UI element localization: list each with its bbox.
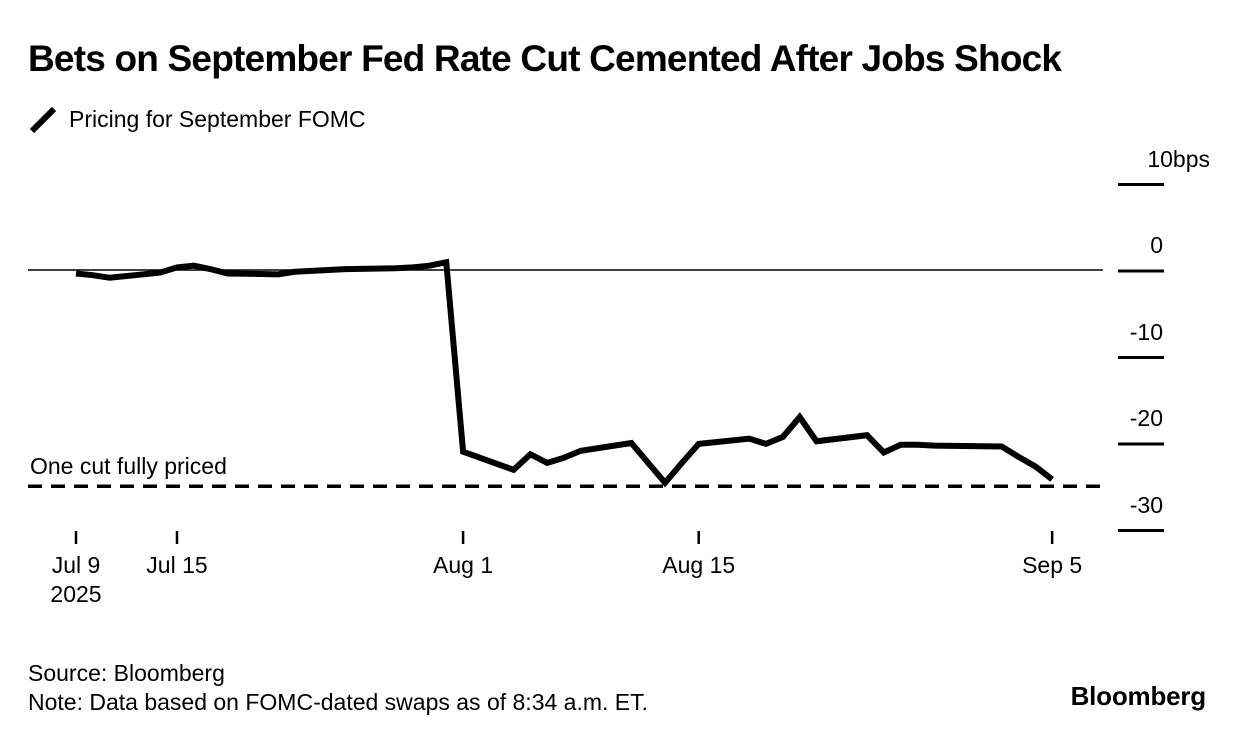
x-axis-label: Sep 5 bbox=[1022, 551, 1082, 580]
note-text: Note: Data based on FOMC-dated swaps as … bbox=[28, 689, 649, 715]
x-axis-label: Aug 15 bbox=[662, 551, 735, 580]
y-axis-label: 10bps bbox=[1147, 145, 1210, 172]
x-axis-label: Aug 1 bbox=[433, 551, 493, 580]
legend-label: Pricing for September FOMC bbox=[69, 105, 366, 132]
x-axis-year-text: 2025 bbox=[50, 581, 102, 607]
source-text: Source: Bloomberg bbox=[28, 660, 225, 686]
annotation-label: One cut fully priced bbox=[30, 453, 227, 480]
y-axis-label: 0 bbox=[1150, 232, 1163, 258]
legend: Pricing for September FOMC bbox=[28, 104, 366, 134]
x-axis-label-text: Jul 9 bbox=[51, 552, 101, 578]
line-series-marker-icon bbox=[29, 106, 57, 134]
x-axis-label-text: Aug 15 bbox=[662, 552, 736, 578]
y-axis-label: -30 bbox=[1129, 491, 1163, 518]
bloomberg-logo: Bloomberg bbox=[1070, 681, 1207, 711]
chart-title: Bets on September Fed Rate Cut Cemented … bbox=[28, 38, 1062, 79]
x-axis-label-text: Sep 5 bbox=[1022, 552, 1083, 578]
x-axis-label-text: Aug 1 bbox=[433, 552, 494, 578]
x-axis-label-text: Jul 15 bbox=[146, 552, 208, 578]
y-axis-label: -20 bbox=[1129, 405, 1163, 431]
x-axis-label: Jul 15 bbox=[146, 551, 207, 580]
x-axis-label: Jul 9 2025 bbox=[50, 551, 101, 609]
y-axis-label: -10 bbox=[1129, 318, 1163, 345]
series-line bbox=[75, 258, 1054, 488]
